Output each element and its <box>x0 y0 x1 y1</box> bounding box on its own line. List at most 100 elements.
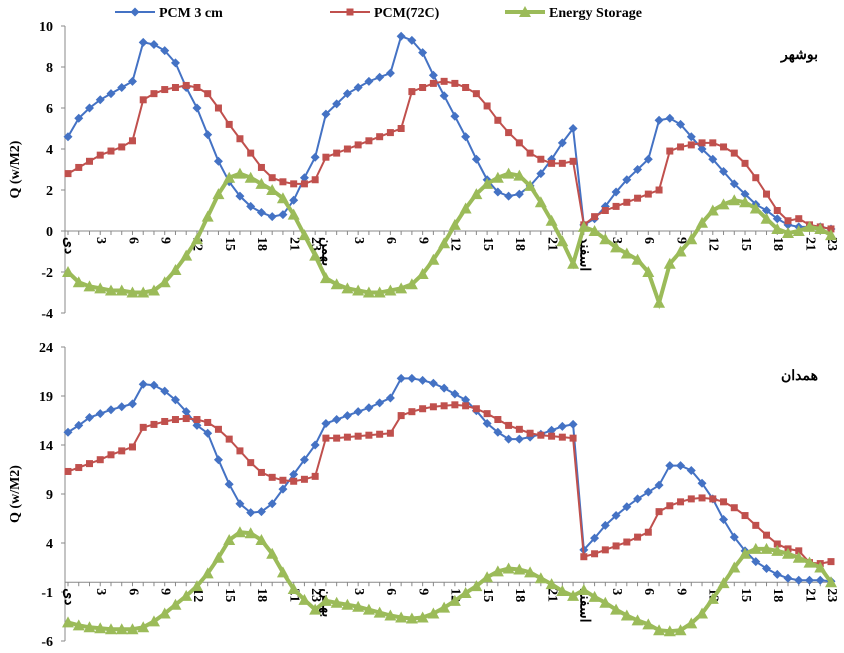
x-tick-label: 15 <box>480 588 495 602</box>
data-point <box>342 89 352 99</box>
data-point <box>169 263 182 275</box>
data-point <box>730 149 738 157</box>
data-point <box>72 619 85 631</box>
data-point <box>440 402 448 410</box>
data-point <box>192 103 202 113</box>
data-point <box>96 151 104 159</box>
data-point <box>223 171 236 183</box>
data-point <box>376 133 384 141</box>
data-point <box>224 479 234 489</box>
data-point <box>427 253 440 265</box>
data-point <box>171 84 179 91</box>
legend-label: PCM(72C) <box>374 6 440 21</box>
data-point <box>568 419 578 429</box>
data-point <box>204 90 212 98</box>
data-point <box>481 571 494 583</box>
data-point <box>720 143 728 151</box>
data-point <box>491 171 504 183</box>
data-point <box>147 615 160 627</box>
data-point <box>459 586 472 598</box>
data-point <box>310 152 320 162</box>
data-point <box>674 245 687 257</box>
data-point <box>601 546 609 554</box>
data-point <box>461 395 471 405</box>
data-point <box>225 435 233 443</box>
legend-label: Energy Storage <box>549 6 642 21</box>
x-tick-label: 18 <box>254 237 269 251</box>
data-point <box>160 386 170 396</box>
data-point <box>493 427 503 437</box>
data-point <box>471 154 481 164</box>
y-tick-label: 14 <box>39 439 53 454</box>
data-point <box>106 89 116 99</box>
data-point <box>588 590 601 602</box>
data-point <box>577 220 590 232</box>
data-point <box>289 469 299 479</box>
data-point <box>126 623 139 635</box>
data-point <box>642 266 655 277</box>
data-point <box>771 544 784 556</box>
y-tick-label: -6 <box>41 635 53 648</box>
data-point <box>749 202 762 214</box>
data-point <box>567 257 580 269</box>
data-point <box>610 603 623 615</box>
data-point <box>128 137 136 145</box>
data-point <box>642 618 655 630</box>
data-point <box>663 625 676 637</box>
data-point <box>429 79 437 87</box>
y-tick-label: -2 <box>41 266 53 281</box>
data-point <box>213 455 223 465</box>
x-tick-label: 9 <box>673 237 688 244</box>
x-tick-label: 12 <box>706 237 721 251</box>
data-point <box>760 542 773 554</box>
data-point <box>257 163 265 171</box>
data-point <box>212 188 225 200</box>
data-point <box>825 576 837 588</box>
data-point <box>190 580 203 592</box>
x-tick-label: 21 <box>544 588 559 602</box>
data-point <box>814 222 827 234</box>
x-tick-label: 21 <box>802 237 817 251</box>
data-point <box>128 443 136 451</box>
data-point <box>674 624 687 636</box>
data-point <box>343 145 351 153</box>
data-point <box>709 495 717 503</box>
data-point <box>451 401 459 409</box>
data-point <box>75 464 83 472</box>
data-point <box>739 547 752 559</box>
data-point <box>450 111 460 121</box>
x-tick-label: 9 <box>157 588 172 595</box>
data-point <box>193 84 201 91</box>
data-point <box>686 465 696 475</box>
y-tick-label: 8 <box>46 61 53 76</box>
data-point <box>697 478 707 488</box>
data-point <box>494 416 502 424</box>
data-point <box>513 169 526 181</box>
data-point <box>782 227 795 239</box>
data-point <box>333 434 341 442</box>
data-point <box>290 477 298 485</box>
x-tick-label: 23 <box>824 237 839 251</box>
data-point <box>115 284 128 296</box>
data-point <box>719 167 729 177</box>
x-tick-label: 18 <box>770 237 785 251</box>
data-point <box>569 434 577 442</box>
data-point <box>515 425 523 433</box>
data-point <box>772 569 782 579</box>
x-tick-label: 15 <box>738 588 753 602</box>
data-point <box>677 143 685 151</box>
data-point <box>623 198 631 206</box>
data-point <box>405 612 418 624</box>
data-point <box>653 624 666 636</box>
series-line <box>67 34 832 230</box>
data-point <box>827 225 835 233</box>
x-tick-label: 3 <box>93 588 108 595</box>
data-point <box>384 284 397 296</box>
data-point <box>64 170 72 178</box>
x-tick-label: 9 <box>415 237 430 244</box>
data-point <box>428 70 438 80</box>
legend-label: PCM 3 cm <box>159 6 223 21</box>
data-point <box>376 430 384 438</box>
data-point <box>384 609 397 621</box>
